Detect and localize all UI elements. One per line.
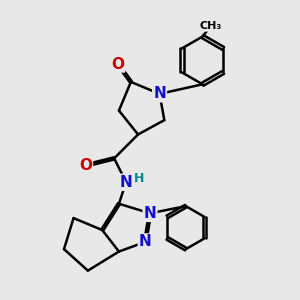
Text: H: H [134, 172, 144, 185]
Text: CH₃: CH₃ [200, 21, 222, 31]
Text: N: N [120, 175, 133, 190]
Text: N: N [153, 86, 166, 101]
Text: N: N [144, 206, 156, 221]
Text: O: O [111, 56, 124, 71]
Text: N: N [139, 235, 152, 250]
Text: O: O [79, 158, 92, 173]
